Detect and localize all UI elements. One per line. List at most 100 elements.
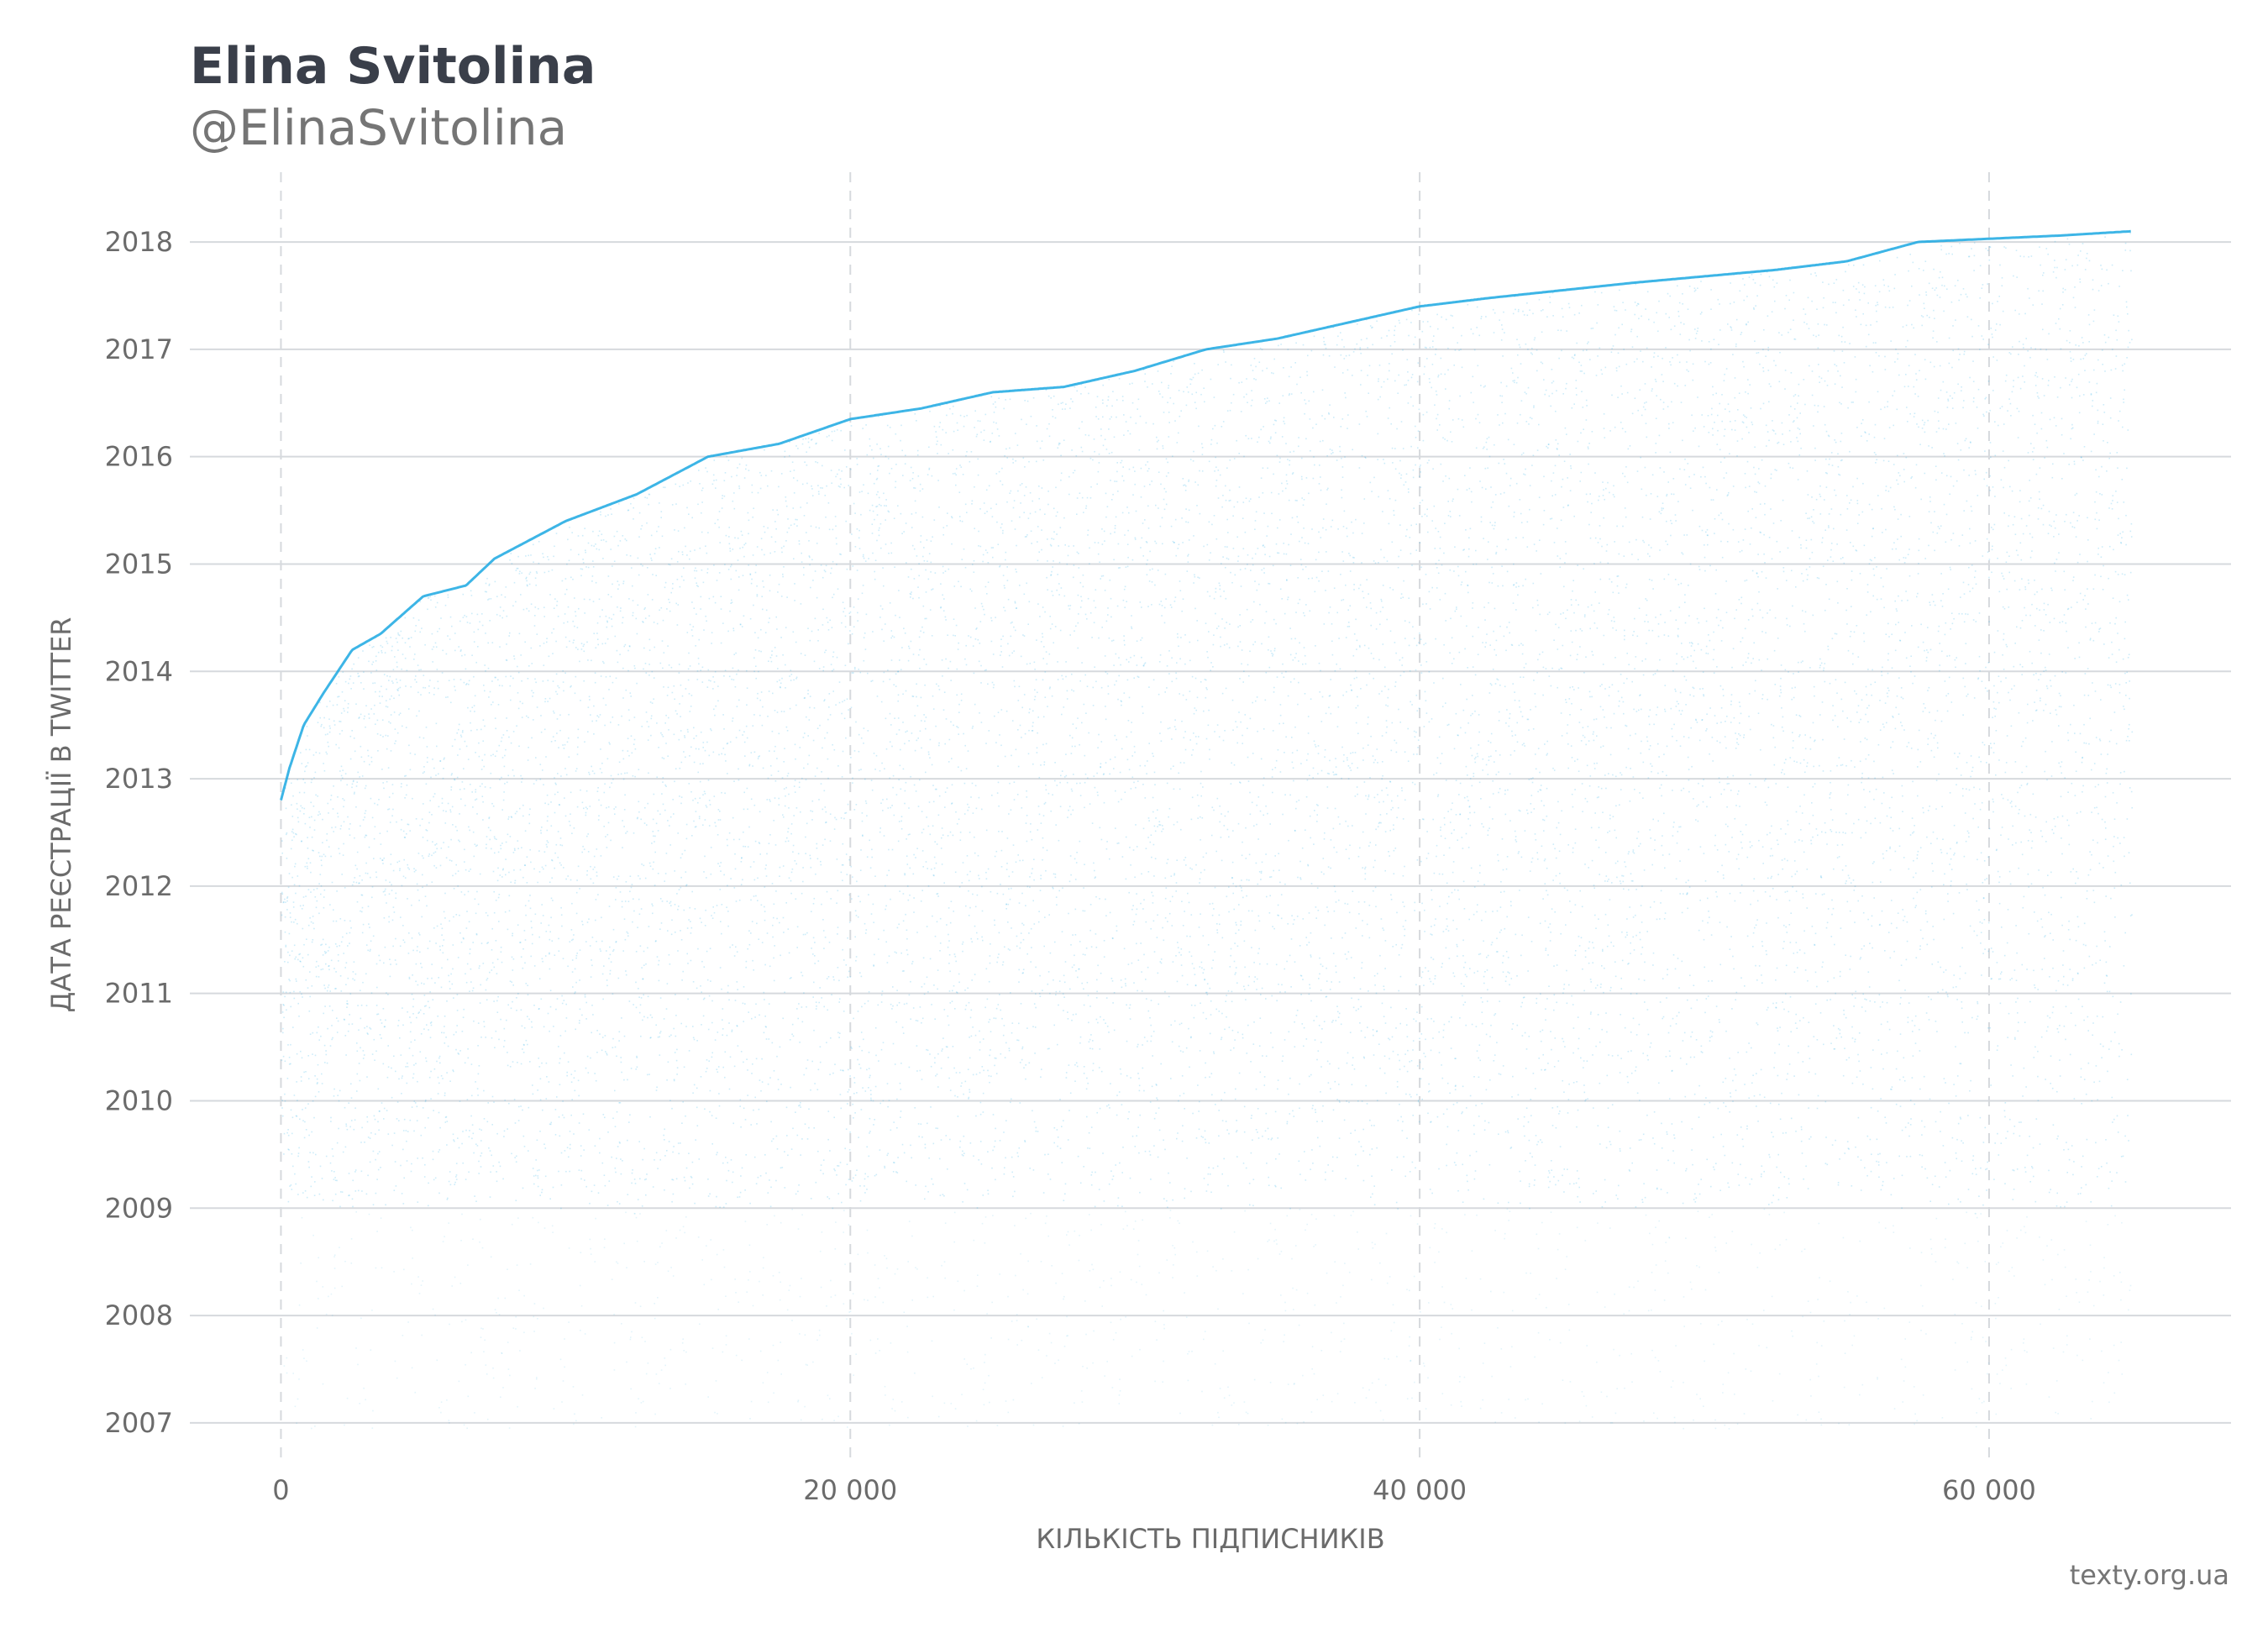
- data-point: [519, 1350, 521, 1352]
- data-point: [675, 768, 677, 769]
- data-point: [664, 784, 666, 786]
- data-point: [898, 1001, 900, 1004]
- data-point: [616, 1110, 618, 1113]
- data-point: [568, 713, 570, 716]
- data-point: [763, 991, 765, 994]
- data-point: [406, 1140, 407, 1142]
- data-point: [648, 1074, 650, 1075]
- data-point: [375, 690, 376, 693]
- data-point: [628, 1000, 631, 1002]
- data-point: [808, 1126, 810, 1129]
- data-point: [540, 829, 542, 832]
- data-point: [679, 767, 681, 769]
- data-point: [312, 922, 314, 924]
- data-point: [885, 1257, 888, 1260]
- data-point: [336, 1142, 339, 1144]
- data-point: [900, 512, 902, 515]
- data-point: [391, 815, 393, 816]
- data-point: [578, 1169, 580, 1171]
- data-point: [359, 874, 361, 877]
- data-point: [508, 816, 510, 818]
- data-point: [596, 720, 597, 722]
- data-point: [889, 602, 891, 604]
- data-point: [744, 846, 747, 848]
- data-point: [814, 942, 816, 943]
- data-point: [703, 790, 706, 793]
- data-point: [578, 1122, 580, 1124]
- data-point: [830, 1279, 832, 1282]
- data-point: [413, 659, 415, 660]
- data-point: [359, 717, 360, 718]
- data-point: [412, 998, 415, 1000]
- data-point: [483, 1026, 486, 1027]
- data-point: [328, 725, 331, 727]
- data-point: [864, 778, 866, 780]
- data-point: [340, 990, 343, 992]
- data-point: [365, 973, 367, 975]
- data-point: [764, 554, 765, 556]
- data-point: [658, 963, 659, 966]
- data-point: [425, 1057, 427, 1059]
- data-point: [472, 942, 474, 943]
- data-point: [382, 863, 384, 864]
- data-point: [357, 675, 360, 678]
- data-point: [816, 727, 819, 729]
- data-point: [341, 730, 344, 732]
- data-point: [644, 617, 647, 619]
- data-point: [748, 930, 750, 932]
- data-point: [360, 1005, 363, 1006]
- data-point: [748, 764, 751, 766]
- data-point: [341, 1285, 343, 1288]
- data-point: [660, 1369, 663, 1371]
- data-point: [843, 611, 844, 613]
- data-point: [538, 871, 541, 873]
- data-point: [441, 927, 444, 930]
- data-point: [856, 464, 858, 465]
- data-point: [826, 436, 828, 438]
- data-point: [664, 486, 666, 489]
- data-point: [285, 787, 286, 789]
- data-point: [782, 575, 784, 578]
- data-point: [709, 1110, 711, 1113]
- data-point: [286, 909, 288, 911]
- data-point: [696, 1087, 698, 1089]
- data-point: [772, 509, 774, 511]
- data-point: [553, 628, 554, 630]
- data-point: [889, 427, 891, 428]
- data-point: [903, 1311, 906, 1314]
- data-point: [461, 781, 464, 783]
- data-point: [307, 889, 310, 890]
- data-point: [368, 846, 370, 848]
- data-point: [689, 1187, 690, 1189]
- data-point: [457, 870, 459, 872]
- data-point: [702, 998, 705, 1000]
- data-point: [788, 952, 790, 954]
- data-point: [791, 1320, 793, 1321]
- data-point: [434, 1314, 436, 1316]
- data-point: [746, 1291, 748, 1293]
- data-point: [635, 1006, 638, 1009]
- data-point: [593, 545, 595, 547]
- data-point: [479, 1002, 481, 1004]
- data-point: [753, 751, 756, 753]
- data-point: [396, 821, 397, 823]
- data-point: [617, 1146, 619, 1147]
- data-point: [342, 671, 344, 673]
- data-point: [527, 678, 529, 680]
- data-point: [847, 1103, 848, 1105]
- data-point: [358, 717, 360, 719]
- data-point: [815, 1008, 817, 1010]
- data-point: [354, 1107, 356, 1109]
- data-point: [863, 554, 864, 556]
- data-point: [840, 554, 842, 555]
- data-point: [353, 793, 355, 795]
- data-point: [504, 596, 507, 598]
- data-point: [512, 969, 514, 971]
- data-point: [481, 795, 484, 797]
- data-point: [318, 814, 319, 816]
- data-point: [588, 771, 590, 774]
- data-point: [602, 539, 605, 541]
- data-point: [804, 1334, 806, 1336]
- data-point: [536, 1139, 538, 1142]
- data-point: [916, 1020, 919, 1022]
